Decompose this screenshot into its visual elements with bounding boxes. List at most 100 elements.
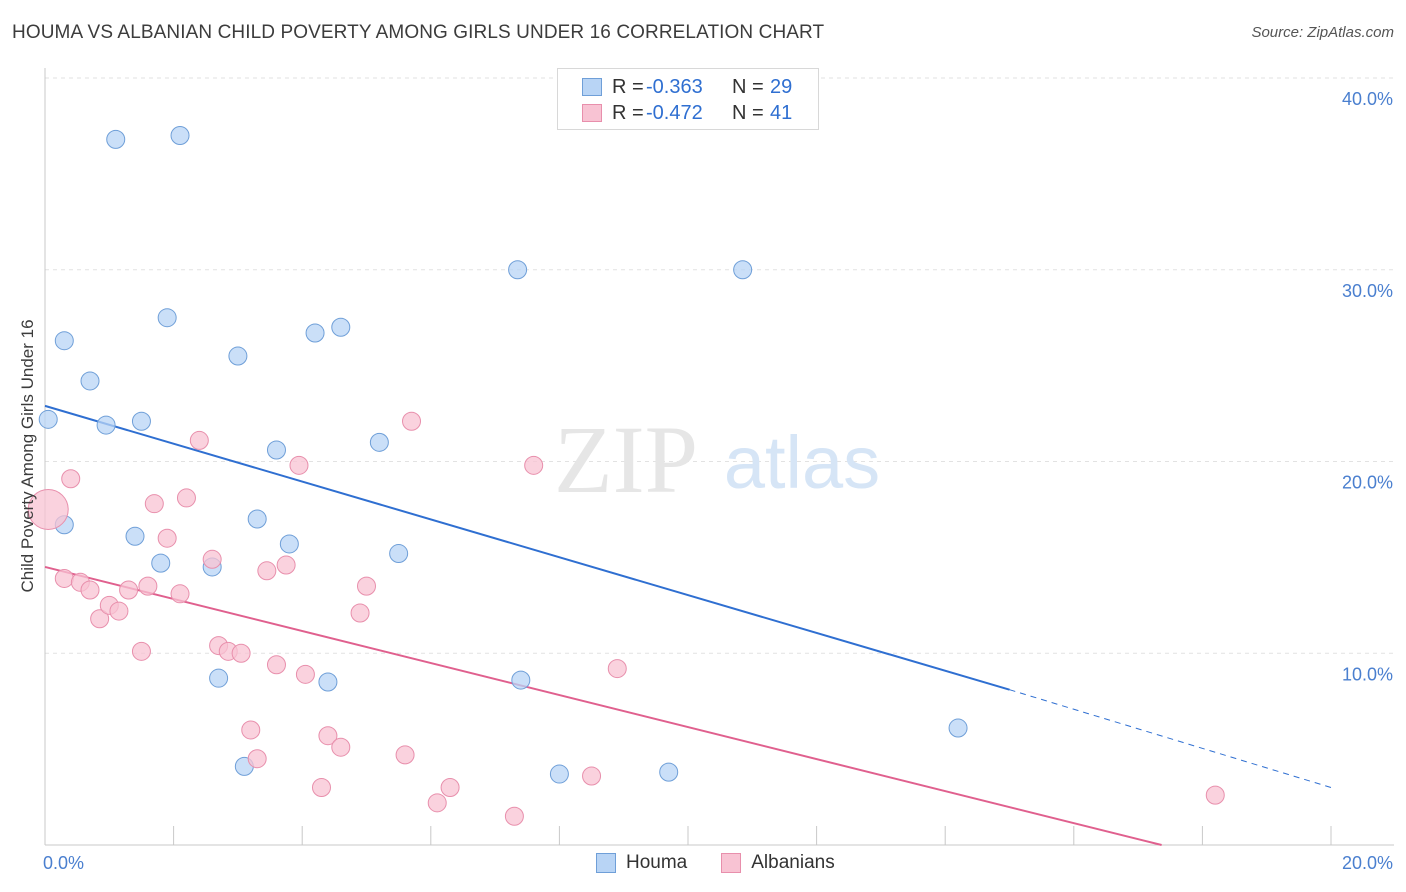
houma-point [331, 317, 351, 337]
axes [44, 68, 1394, 846]
albanian-point [170, 584, 190, 604]
houma-point [279, 534, 299, 554]
watermark: ZIP atlas [554, 406, 880, 513]
albanian-point [1205, 785, 1225, 805]
albanians-r-value: -0.472 [646, 101, 703, 124]
y-tick-label: 20.0% [1342, 473, 1393, 493]
albanian-point [241, 720, 261, 740]
legend-item-albanians: Albanians [721, 852, 835, 874]
watermark-zip: ZIP [554, 406, 698, 513]
houma-point [948, 718, 968, 738]
legend-item-houma: Houma [596, 852, 687, 874]
albanians-n-value: 41 [770, 101, 793, 124]
chart-title: HOUMA VS ALBANIAN CHILD POVERTY AMONG GI… [12, 22, 825, 43]
houma-point [131, 411, 151, 431]
albanian-point [311, 777, 331, 797]
houma-point [511, 670, 531, 690]
albanian-point [402, 411, 422, 431]
houma-swatch [582, 78, 602, 96]
houma-point [508, 260, 528, 280]
houma-point [318, 672, 338, 692]
houma-point [247, 509, 267, 529]
houma-point [170, 126, 190, 146]
albanian-point [440, 777, 460, 797]
albanian-point [395, 745, 415, 765]
data-points [27, 126, 1225, 826]
houma-point [305, 323, 325, 343]
houma-point [54, 331, 74, 351]
houma-trend-extension [1009, 689, 1332, 788]
albanian-point [331, 737, 351, 757]
houma-r-label: R = [612, 75, 644, 98]
y-tick-label: 10.0% [1342, 664, 1393, 684]
houma-point [209, 668, 229, 688]
houma-point [125, 526, 145, 546]
y-tick-label: 30.0% [1342, 281, 1393, 301]
legend-houma-label: Houma [626, 852, 688, 873]
albanians-n-label: N = [732, 101, 764, 124]
albanian-point [90, 609, 110, 629]
albanian-point [119, 580, 139, 600]
houma-point [733, 260, 753, 280]
houma-point [549, 764, 569, 784]
albanian-point [247, 749, 267, 769]
albanian-point [318, 726, 338, 746]
x-tick-label: 20.0% [1342, 853, 1393, 873]
houma-n-label: N = [732, 75, 764, 98]
albanian-point [276, 555, 296, 575]
houma-point [80, 371, 100, 391]
albanian-point [138, 576, 158, 596]
albanian-point [295, 664, 315, 684]
albanian-point [231, 643, 251, 663]
albanian-point [427, 793, 447, 813]
grid-lines [45, 77, 1394, 654]
albanian-point [189, 430, 209, 450]
albanians-swatch [582, 104, 602, 122]
houma-point [389, 544, 409, 564]
albanian-point [202, 549, 222, 569]
tick-labels: 10.0% 20.0% 30.0% 40.0% 0.0% 20.0% [43, 89, 1393, 873]
albanian-point [144, 494, 164, 514]
albanian-point [582, 766, 602, 786]
albanian-point [266, 655, 286, 675]
series-legend: Houma Albanians [596, 852, 869, 874]
y-tick-label: 40.0% [1342, 89, 1393, 109]
houma-r-value: -0.363 [646, 75, 703, 98]
correlation-legend: R = -0.363 N = 29 R = -0.472 N = 41 [557, 68, 819, 130]
houma-point [228, 346, 248, 366]
albanian-point [357, 576, 376, 596]
houma-point [96, 415, 116, 435]
houma-n-value: 29 [770, 75, 793, 98]
albanian-point [27, 488, 69, 530]
x-tick-label: 0.0% [43, 853, 84, 873]
houma-point [106, 129, 126, 149]
albanian-point [109, 601, 129, 621]
albanian-point [524, 455, 544, 475]
albanian-point [176, 488, 196, 508]
source-label: Source: ZipAtlas.com [1251, 24, 1394, 41]
houma-point [38, 409, 58, 429]
legend-row-albanians: R = -0.472 N = 41 [582, 101, 792, 125]
albanian-point [607, 659, 627, 679]
albanian-point [257, 561, 277, 581]
albanian-point [157, 528, 177, 548]
houma-point [266, 440, 286, 460]
legend-albanians-label: Albanians [751, 852, 835, 873]
albanian-point [54, 568, 74, 588]
legend-row-houma: R = -0.363 N = 29 [582, 75, 792, 99]
albanian-point [131, 641, 151, 661]
houma-point [151, 553, 171, 573]
legend-albanians-swatch [721, 853, 742, 873]
houma-trend-line [44, 404, 1010, 691]
houma-point [369, 432, 389, 452]
albanian-point [80, 580, 100, 600]
albanian-trend-line [44, 565, 1162, 846]
albanian-point [61, 469, 81, 489]
watermark-atlas: atlas [724, 421, 880, 504]
albanians-r-label: R = [612, 101, 644, 124]
albanian-point [289, 455, 309, 475]
albanian-point [504, 806, 524, 826]
albanian-point [350, 603, 370, 623]
houma-point [157, 308, 177, 328]
